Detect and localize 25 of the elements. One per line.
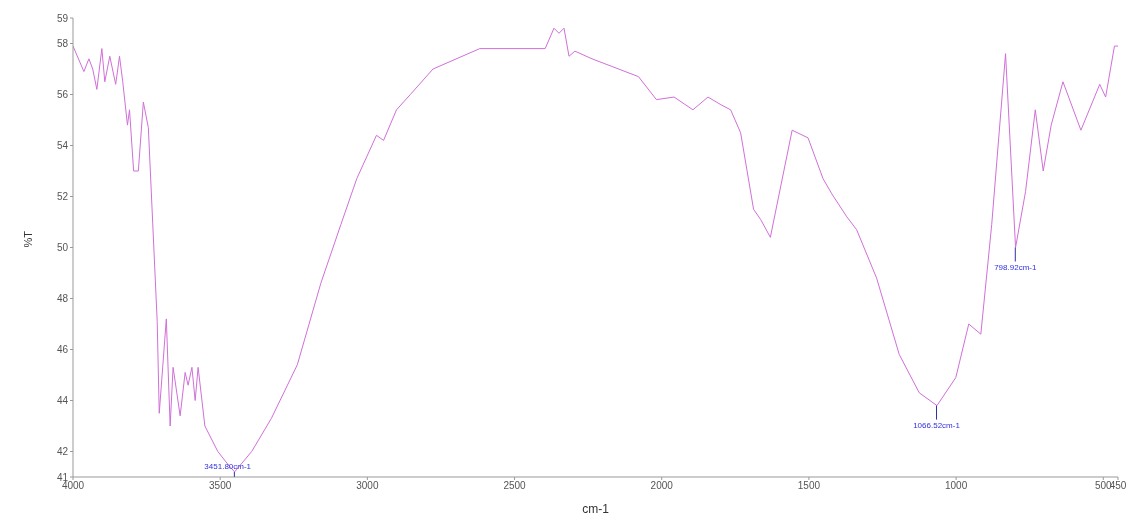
x-axis-title: cm-1 — [582, 502, 610, 516]
y-tick-label: 50 — [56, 242, 69, 254]
x-tick-label: 4000 — [61, 480, 85, 492]
y-tick-label: 41 — [56, 471, 69, 483]
annotation: 3451.80cm-1 — [204, 461, 252, 471]
y-tick-label: 46 — [56, 344, 69, 356]
x-tick-label: 3500 — [209, 480, 232, 492]
x-tick-label: 1500 — [797, 480, 821, 492]
annotation: 1066.52cm-1 — [913, 420, 961, 430]
line-series — [73, 27, 1118, 473]
y-tick-label: 52 — [56, 191, 69, 203]
x-tick-label: 3000 — [356, 480, 379, 492]
y-tick-label: 59 — [56, 12, 69, 24]
x-tick-label: 450 — [1109, 480, 1127, 492]
y-tick-label: 44 — [56, 395, 69, 407]
y-tick-label: 48 — [56, 293, 69, 305]
y-tick-label: 54 — [56, 140, 69, 152]
y-axis-title: %T — [21, 230, 34, 248]
x-tick-label: 1000 — [944, 480, 968, 492]
annotation: 798.92cm-1 — [994, 262, 1037, 272]
x-tick-label: 2500 — [503, 480, 527, 492]
x-tick-label: 2000 — [650, 480, 674, 492]
y-tick-label: 58 — [56, 38, 69, 50]
y-tick-label: 42 — [56, 446, 69, 458]
y-tick-label: 56 — [56, 89, 69, 101]
